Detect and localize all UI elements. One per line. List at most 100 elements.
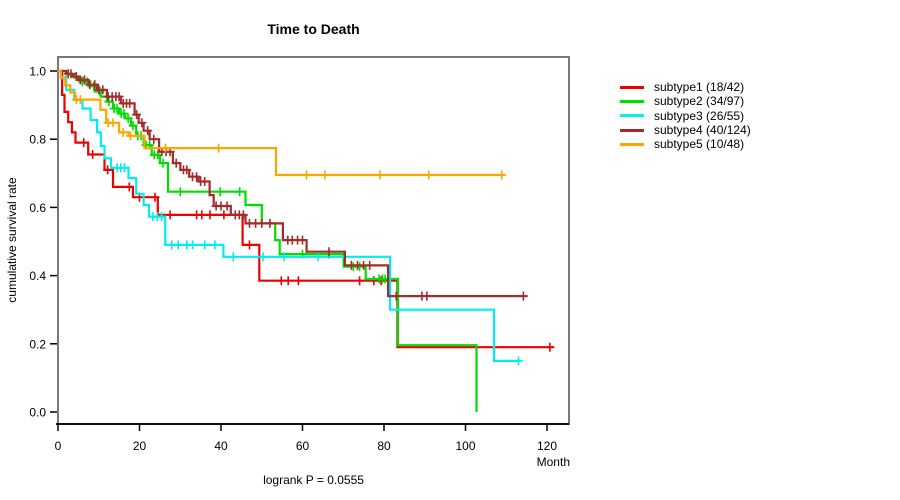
censor-mark-subtype1 [150, 192, 160, 202]
y-tick-label: 0.0 [29, 406, 46, 420]
censor-mark-subtype4 [391, 291, 401, 301]
censor-mark-subtype4 [80, 75, 89, 85]
censor-mark-subtype3 [279, 252, 289, 262]
censor-mark-subtype5 [108, 118, 118, 128]
censor-mark-subtype1 [124, 182, 134, 192]
censor-mark-subtype1 [103, 165, 113, 175]
censor-mark-subtype5 [214, 143, 224, 153]
legend-line-swatch-subtype5 [620, 142, 644, 146]
censor-mark-subtype4 [132, 110, 142, 120]
censor-mark-subtype5 [126, 131, 135, 141]
censor-mark-subtype2 [123, 113, 133, 123]
survival-curve-subtype4 [58, 69, 527, 298]
legend-label-subtype5: subtype5 (10/48) [654, 137, 745, 152]
censor-mark-subtype4 [222, 201, 232, 211]
censor-mark-subtype1 [376, 276, 386, 286]
censor-mark-subtype2 [119, 109, 129, 119]
censor-mark-subtype4 [182, 165, 192, 175]
legend-line-swatch-subtype3 [620, 114, 644, 118]
censor-mark-subtype3 [173, 240, 183, 250]
censor-mark-subtype1 [79, 138, 89, 148]
censor-mark-subtype2 [215, 187, 225, 197]
censor-mark-subtype5 [424, 170, 434, 180]
censor-mark-subtype2 [112, 104, 122, 113]
censor-mark-subtype2 [158, 158, 168, 168]
legend-item-subtype2: subtype2 (34/97) [620, 94, 751, 108]
y-tick-label: 0.2 [29, 337, 46, 351]
censor-mark-subtype3 [313, 252, 323, 262]
censor-mark-subtype2 [128, 121, 138, 131]
censor-mark-subtype4 [66, 69, 76, 79]
censor-mark-subtype1 [293, 276, 303, 286]
censor-mark-subtype4 [171, 158, 181, 168]
censor-mark-subtype5 [497, 170, 507, 180]
censor-mark-subtype2 [235, 187, 245, 197]
censor-mark-subtype4 [265, 218, 275, 228]
survival-curve-subtype1 [58, 69, 554, 349]
censor-mark-subtype5 [302, 170, 312, 180]
censor-mark-subtype1 [355, 276, 365, 286]
censor-mark-subtype1 [165, 210, 175, 220]
censor-mark-subtype4 [98, 85, 108, 95]
x-tick-label: 120 [537, 439, 557, 453]
censor-mark-subtype4 [137, 118, 147, 128]
censor-mark-subtype1 [205, 210, 215, 220]
legend: subtype1 (18/42) subtype2 (34/97) subtyp… [620, 80, 751, 151]
survival-curve-subtype2 [58, 69, 478, 412]
x-tick-label: 100 [455, 439, 475, 453]
legend-line-swatch-subtype1 [620, 85, 644, 89]
censor-mark-subtype4 [238, 210, 248, 220]
legend-label-subtype3: subtype3 (26/55) [654, 108, 745, 123]
censor-mark-subtype4 [125, 98, 135, 108]
chart-title: Time to Death [267, 21, 360, 37]
censor-mark-subtype4 [192, 172, 202, 182]
legend-label-subtype4: subtype4 (40/124) [654, 123, 751, 138]
censor-mark-subtype3 [188, 240, 197, 250]
censor-mark-subtype5 [161, 143, 171, 153]
censor-mark-subtype4 [298, 235, 307, 245]
y-tick-label: 0.6 [29, 201, 46, 215]
x-axis-title: Month [536, 455, 570, 469]
censor-mark-subtype3 [258, 252, 268, 262]
censor-mark-subtype1 [219, 210, 229, 220]
censor-mark-subtype2 [355, 262, 365, 272]
censor-mark-subtype4 [324, 247, 334, 257]
censor-mark-subtype1 [245, 240, 254, 250]
censor-mark-subtype1 [197, 210, 207, 220]
censor-mark-subtype1 [88, 150, 98, 159]
censor-mark-subtype1 [545, 342, 555, 352]
legend-item-subtype4: subtype4 (40/124) [620, 123, 751, 137]
censor-mark-subtype4 [422, 291, 432, 301]
censor-mark-subtype3 [200, 240, 210, 250]
x-tick-label: 0 [55, 439, 62, 453]
x-tick-label: 20 [133, 439, 147, 453]
censor-mark-subtype1 [283, 276, 293, 286]
censor-mark-subtype4 [149, 134, 159, 144]
survival-curve-subtype5 [58, 69, 505, 177]
censor-mark-subtype3 [210, 240, 220, 250]
y-tick-label: 0.4 [29, 269, 46, 283]
censor-mark-subtype5 [320, 170, 330, 180]
y-tick-label: 1.0 [29, 65, 46, 79]
x-tick-label: 40 [214, 439, 228, 453]
logrank-p-value: logrank P = 0.0555 [263, 473, 364, 487]
censor-mark-subtype3 [228, 252, 238, 262]
censor-mark-subtype4 [143, 126, 153, 136]
legend-label-subtype2: subtype2 (34/97) [654, 94, 745, 109]
censor-mark-subtype4 [365, 260, 375, 270]
censor-mark-subtype5 [118, 127, 128, 137]
legend-line-swatch-subtype4 [620, 128, 644, 132]
censor-mark-subtype3 [157, 212, 166, 222]
censor-mark-subtype4 [200, 177, 210, 186]
censor-mark-subtype5 [375, 170, 385, 180]
legend-label-subtype1: subtype1 (18/42) [654, 80, 745, 95]
censor-mark-subtype4 [90, 80, 100, 90]
x-tick-label: 60 [296, 439, 310, 453]
censor-mark-subtype2 [175, 187, 185, 197]
censor-mark-subtype5 [75, 95, 85, 105]
legend-item-subtype1: subtype1 (18/42) [620, 80, 751, 94]
y-tick-label: 0.8 [29, 133, 46, 147]
legend-item-subtype3: subtype3 (26/55) [620, 109, 751, 123]
